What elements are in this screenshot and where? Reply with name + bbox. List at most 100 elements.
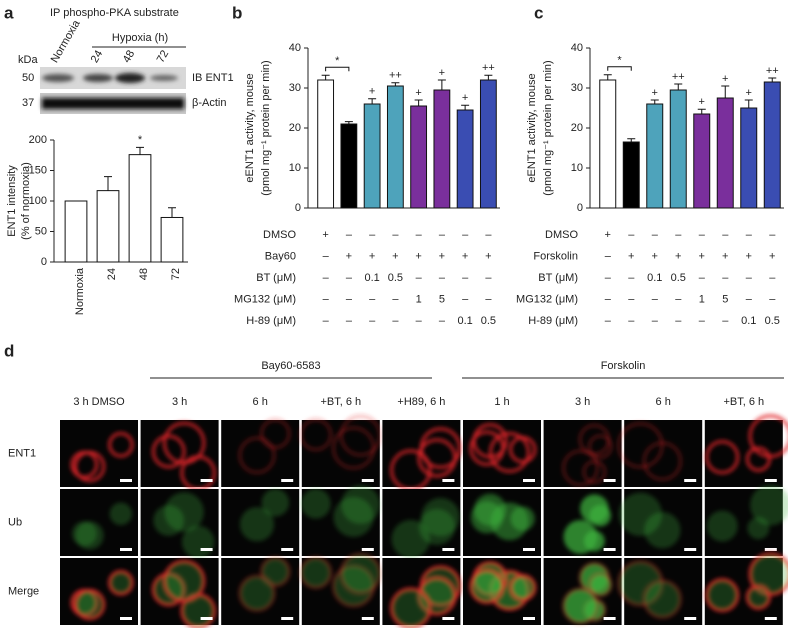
scale-bar — [523, 617, 535, 620]
scale-bar — [603, 617, 616, 620]
micrograph — [60, 489, 138, 556]
ent1-signal — [417, 438, 457, 478]
scale-bar — [764, 548, 777, 551]
treatment-label: Forskolin — [533, 250, 578, 262]
treatment-value: – — [346, 229, 353, 241]
treatment-value: + — [605, 229, 611, 241]
bar — [410, 105, 428, 209]
column-label: 3 h — [172, 396, 187, 408]
bar — [740, 107, 758, 209]
treatment-value: – — [485, 229, 492, 241]
micrograph — [140, 420, 219, 491]
treatment-value: – — [652, 315, 659, 327]
treatment-value: – — [675, 293, 682, 305]
treatment-value: – — [769, 293, 776, 305]
ub-signal — [300, 557, 331, 588]
ub-signal — [589, 504, 612, 527]
significance: * — [617, 55, 622, 67]
error-bar — [368, 98, 377, 104]
column-label: +H89, 6 h — [397, 396, 445, 408]
micrograph — [299, 414, 382, 487]
x-tick-label: 24 — [106, 268, 118, 280]
treatment-value: + — [628, 250, 634, 262]
treatment-value: – — [605, 293, 612, 305]
error-bar — [603, 74, 612, 80]
micrograph — [704, 552, 788, 625]
cell-signal — [618, 492, 681, 549]
treatment-value: – — [769, 272, 776, 284]
blot-row-label: β-Actin — [192, 97, 226, 109]
treatment-value: + — [392, 250, 398, 262]
micrograph — [463, 489, 541, 556]
scale-bar — [684, 617, 697, 620]
treatment-label: H-89 (μM) — [528, 315, 578, 327]
scale-bar — [120, 479, 132, 482]
error-bar — [321, 74, 330, 80]
ent1-signal — [108, 570, 134, 596]
error-bar — [744, 99, 753, 108]
ub-signal — [261, 488, 290, 517]
cell-signal — [470, 493, 535, 541]
ub-signal — [470, 570, 504, 603]
cell-signal — [390, 427, 462, 491]
error-bar — [104, 176, 112, 191]
treatment-value: – — [439, 315, 446, 327]
micrograph — [617, 558, 703, 625]
ub-signal — [563, 519, 598, 554]
treatment-value: + — [415, 250, 421, 262]
treatment-value: 0.5 — [671, 272, 686, 284]
column-label: 1 h — [494, 396, 509, 408]
y-tick-label: 100 — [29, 195, 47, 207]
significance: * — [138, 134, 143, 146]
micrograph — [299, 552, 382, 625]
cell-signal — [300, 485, 380, 538]
cell-signal — [705, 414, 788, 475]
treatment-value: – — [675, 315, 682, 327]
treatment-value: + — [369, 250, 375, 262]
treatment-value: – — [675, 229, 682, 241]
error-bar — [721, 85, 730, 98]
significance: + — [439, 67, 445, 79]
cell-signal — [153, 492, 215, 559]
ent1-signal — [162, 421, 206, 465]
y-tick-label: 50 — [35, 225, 47, 237]
bar — [622, 141, 640, 209]
significance: ++ — [672, 71, 685, 83]
treatment-value: – — [323, 250, 330, 262]
scale-bar — [523, 548, 535, 551]
ub-signal — [239, 576, 275, 611]
treatment-value: – — [346, 315, 353, 327]
panel-label: b — [232, 3, 242, 22]
ub-signal — [109, 571, 133, 595]
significance: + — [462, 92, 468, 104]
ent1-signal — [260, 556, 291, 587]
treatment-label: H-89 (μM) — [246, 315, 296, 327]
treatment-value: 5 — [439, 293, 445, 305]
bar — [763, 81, 781, 209]
ub-signal — [470, 501, 504, 534]
ub-signal — [747, 586, 770, 609]
micrograph — [382, 558, 462, 629]
blot-title: IP phospho-PKA substrate — [50, 7, 179, 19]
row-label: ENT1 — [8, 447, 36, 459]
significance: + — [415, 87, 421, 99]
ent1-signal — [509, 436, 537, 464]
micrograph — [140, 558, 219, 629]
error-bar — [136, 146, 144, 155]
cell-signal — [238, 418, 291, 474]
ent1-signal — [151, 434, 186, 469]
treatment-value: 0.5 — [388, 272, 403, 284]
error-bar — [168, 207, 176, 218]
y-tick-label: 0 — [295, 202, 301, 214]
ent1-signal — [562, 449, 599, 487]
treatment-value: – — [628, 229, 635, 241]
error-bar — [768, 77, 777, 82]
treatment-value: – — [485, 293, 492, 305]
y-tick-label: 40 — [571, 42, 583, 54]
cell-signal — [238, 556, 291, 612]
treatment-value: – — [722, 315, 729, 327]
ent1-signal — [260, 418, 291, 449]
cell-signal — [151, 421, 216, 491]
scale-bar — [523, 479, 535, 482]
micrograph — [704, 484, 788, 556]
